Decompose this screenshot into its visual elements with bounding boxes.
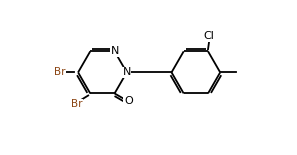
Text: Cl: Cl <box>204 31 215 42</box>
Text: N: N <box>110 46 119 56</box>
Text: Br: Br <box>54 67 65 77</box>
Text: Br: Br <box>71 99 83 109</box>
Text: N: N <box>123 67 131 77</box>
Text: O: O <box>124 96 133 106</box>
